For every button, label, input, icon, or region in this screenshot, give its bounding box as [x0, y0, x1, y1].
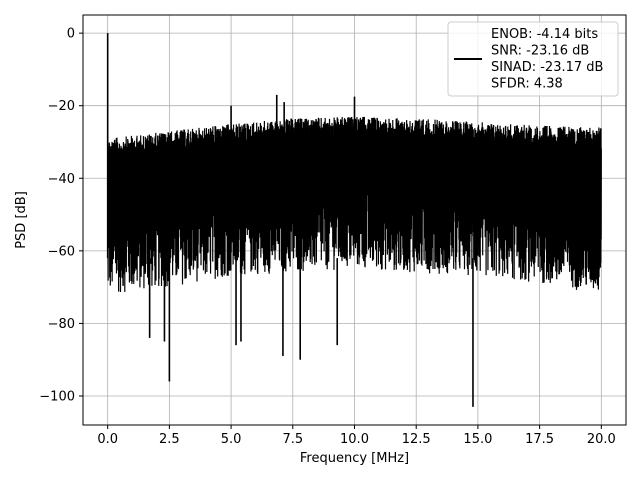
y-axis-label: PSD [dB]: [14, 191, 29, 249]
legend-box: [447, 21, 619, 97]
x-tick-label: 12.5: [402, 432, 431, 447]
x-axis-label: Frequency [MHz]: [300, 451, 409, 466]
y-tick-label: −60: [48, 244, 75, 259]
y-tick-label: 0: [67, 27, 75, 42]
x-tick-label: 0.0: [97, 432, 118, 447]
y-tick-label: −20: [48, 99, 75, 114]
x-tick-label: 10.0: [340, 432, 369, 447]
y-tick-label: −40: [48, 172, 75, 187]
y-tick-label: −80: [48, 317, 75, 332]
psd-series: [106, 33, 602, 407]
legend-sfdr: SFDR: 4.38: [491, 77, 563, 92]
x-tick-label: 15.0: [463, 432, 492, 447]
axis-ticks: 0.0 2.5 5.0 7.5 10.0 12.5 15.0 17.5 20.0 0 −20 −40 −…: [39, 27, 616, 447]
y-tick-label: −100: [39, 389, 75, 404]
legend: ENOB: -4.14 bits SNR: -23.16 dB SINAD: -…: [447, 21, 619, 97]
x-tick-label: 5.0: [221, 432, 242, 447]
x-tick-label: 17.5: [525, 432, 554, 447]
legend-enob: ENOB: -4.14 bits: [491, 27, 598, 42]
x-tick-label: 7.5: [282, 432, 303, 447]
legend-sinad: SINAD: -23.17 dB: [491, 60, 603, 75]
x-tick-label: 2.5: [159, 432, 180, 447]
legend-snr: SNR: -23.16 dB: [491, 44, 589, 59]
x-tick-label: 20.0: [587, 432, 616, 447]
